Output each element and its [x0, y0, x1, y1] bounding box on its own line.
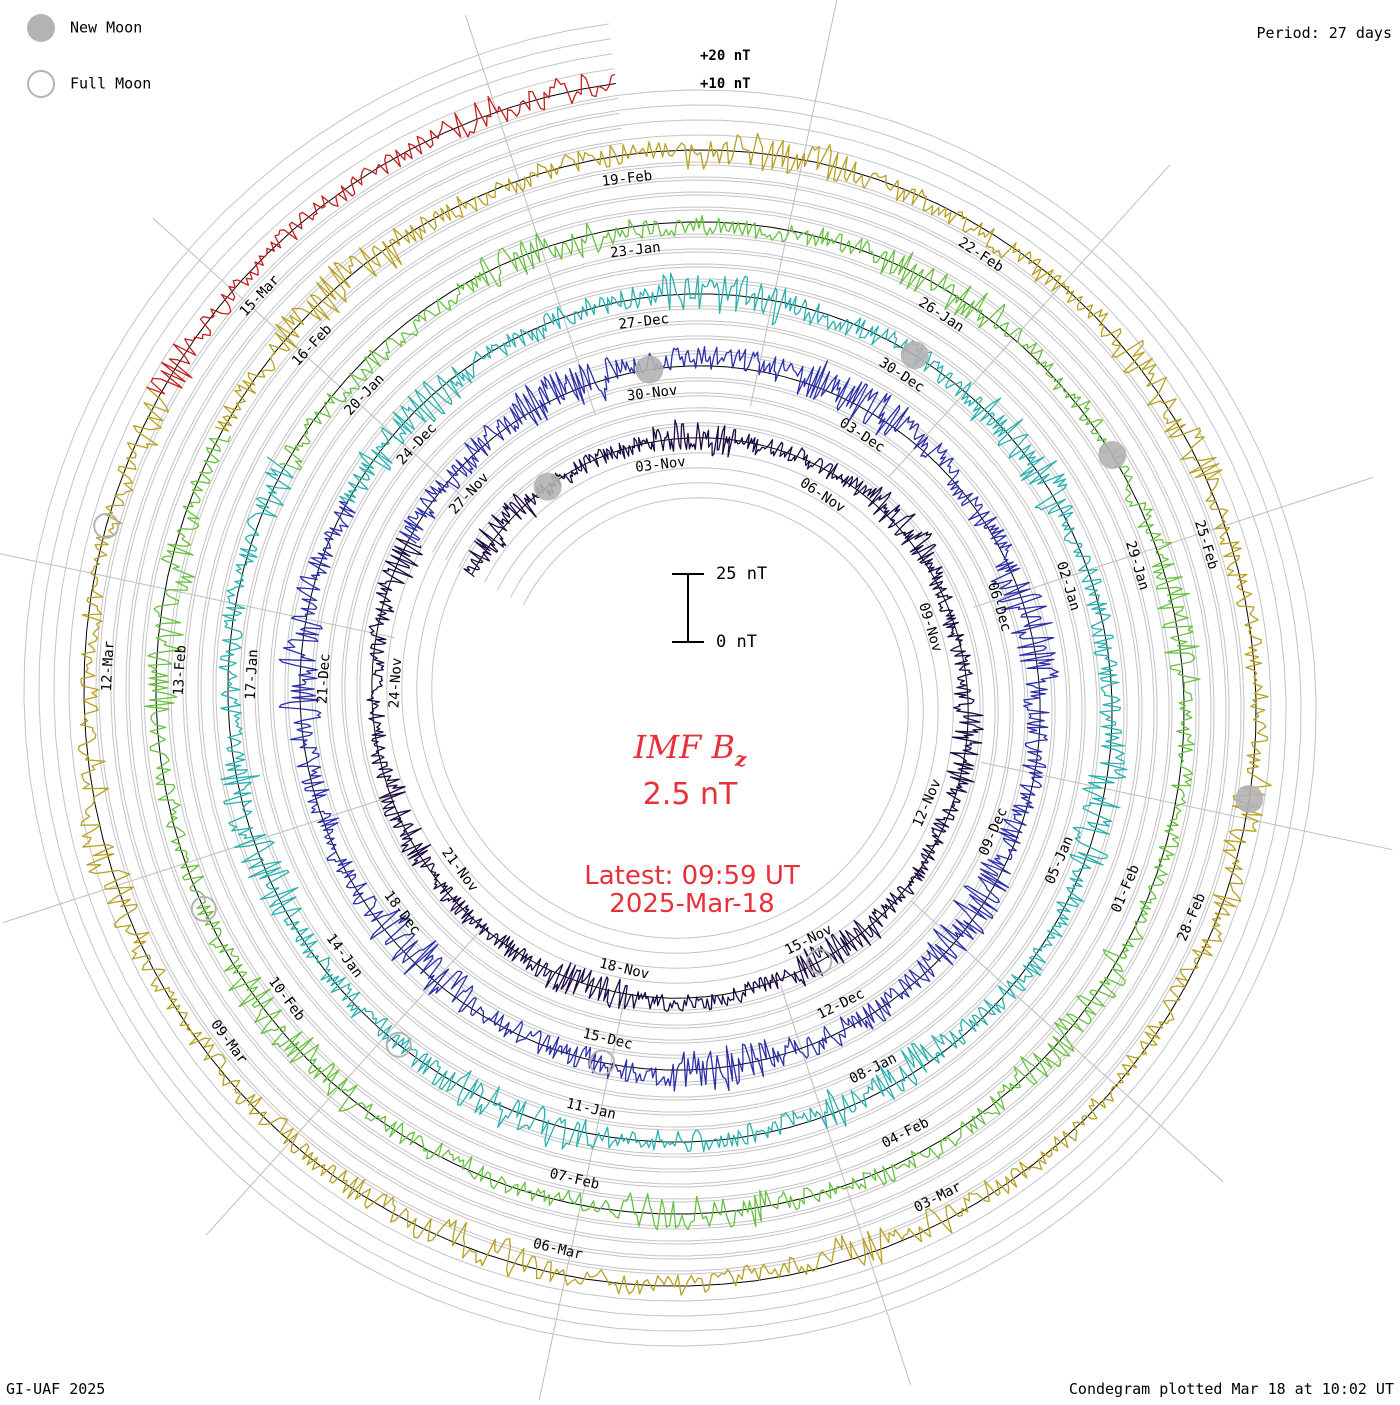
full-moon-legend-icon — [27, 70, 55, 98]
radial-gridline — [973, 477, 1373, 608]
series-cycle-6 — [146, 73, 616, 395]
reference-labels: +20 nT +10 nT — [700, 48, 751, 92]
radial-gridline — [0, 553, 395, 639]
date-label: 21-Nov — [438, 845, 481, 895]
full-moon-marker — [190, 895, 217, 922]
date-label: 17-Jan — [243, 649, 262, 700]
date-label: 13-Feb — [171, 645, 190, 696]
series-cycle-4 — [144, 214, 1201, 1231]
date-label: 29-Jan — [1122, 539, 1152, 592]
radial-gridline — [537, 993, 627, 1405]
latest-date: 2025-Mar-18 — [609, 889, 774, 919]
date-label: 24-Nov — [386, 657, 405, 708]
full-moon-marker — [806, 948, 833, 975]
full-moon-marker — [589, 1049, 616, 1076]
spiral-gridline — [113, 112, 1227, 1257]
date-label: 02-Jan — [1053, 560, 1083, 613]
new-moon-marker — [533, 472, 562, 501]
scale-bar: 25 nT 0 nT — [672, 564, 767, 652]
date-label: 30-Nov — [626, 383, 678, 405]
spiral-gridline — [23, 23, 1317, 1347]
data-series — [77, 73, 1272, 1296]
reference-label: +10 nT — [700, 76, 751, 92]
scale-top-label: 25 nT — [716, 564, 767, 584]
radial-gridline — [465, 15, 596, 415]
series-cycle-5 — [77, 132, 1272, 1296]
date-label: 25-Feb — [1191, 518, 1221, 571]
date-label: 23-Jan — [609, 240, 661, 262]
full-moon-marker — [385, 1031, 412, 1058]
series-cycle-3 — [218, 272, 1128, 1153]
moon-markers — [93, 341, 1264, 1076]
credit-label: GI-UAF 2025 — [6, 1380, 105, 1398]
radial-gridline — [888, 164, 1171, 478]
spiral-gridline — [128, 127, 1212, 1242]
date-label: 03-Nov — [634, 454, 686, 476]
date-label: 19-Feb — [601, 168, 653, 190]
new-moon-legend-icon — [27, 14, 55, 42]
new-moon-legend-label: New Moon — [70, 19, 142, 37]
scale-bottom-label: 0 nT — [716, 632, 757, 652]
spiral-gridlines — [23, 23, 1317, 1347]
legend: New Moon Full Moon — [27, 14, 151, 98]
latest-time: Latest: 09:59 UT — [584, 861, 800, 891]
new-moon-marker — [1098, 441, 1127, 469]
reference-label: +20 nT — [700, 48, 751, 64]
radial-gridline — [3, 792, 403, 923]
spiral-gridline — [38, 38, 1302, 1332]
new-moon-marker — [635, 355, 664, 384]
series-cycle-2 — [278, 346, 1059, 1092]
period-label: Period: 27 days — [1257, 24, 1392, 42]
plotted-label: Condegram plotted Mar 18 at 10:02 UT — [1069, 1380, 1394, 1398]
current-value: 2.5 nT — [643, 777, 738, 812]
date-label: 27-Dec — [618, 311, 670, 333]
spiral-gridline — [68, 68, 1272, 1302]
spiral-gridline — [53, 53, 1287, 1317]
new-moon-marker — [1235, 784, 1264, 813]
chart-title: IMF Bz — [633, 728, 747, 771]
date-label: 12-Mar — [99, 640, 118, 691]
date-label: 21-Dec — [315, 653, 334, 704]
new-moon-marker — [900, 341, 929, 370]
spiral-gridline — [98, 97, 1242, 1272]
series-cycle-1 — [366, 419, 984, 1012]
full-moon-marker — [93, 512, 120, 539]
full-moon-legend-label: Full Moon — [70, 75, 151, 93]
spiral-gridline — [143, 142, 1197, 1227]
